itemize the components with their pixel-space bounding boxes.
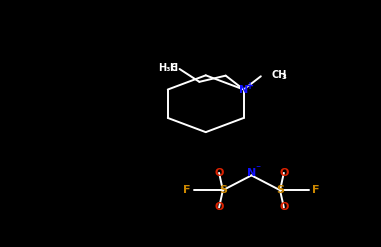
Text: S: S xyxy=(276,185,284,195)
Text: +: + xyxy=(246,81,254,91)
Text: O: O xyxy=(215,168,224,178)
Text: O: O xyxy=(215,203,224,212)
Text: H: H xyxy=(170,63,178,73)
Text: N: N xyxy=(247,168,256,178)
Text: F: F xyxy=(312,185,320,195)
Text: O: O xyxy=(279,168,288,178)
Text: 3: 3 xyxy=(282,74,287,80)
Text: ⁻: ⁻ xyxy=(255,165,260,174)
Text: F: F xyxy=(183,185,190,195)
Text: N: N xyxy=(239,84,248,95)
Text: CH: CH xyxy=(272,70,287,80)
Text: O: O xyxy=(279,203,288,212)
Text: H₃C: H₃C xyxy=(158,63,178,73)
Text: S: S xyxy=(219,185,227,195)
